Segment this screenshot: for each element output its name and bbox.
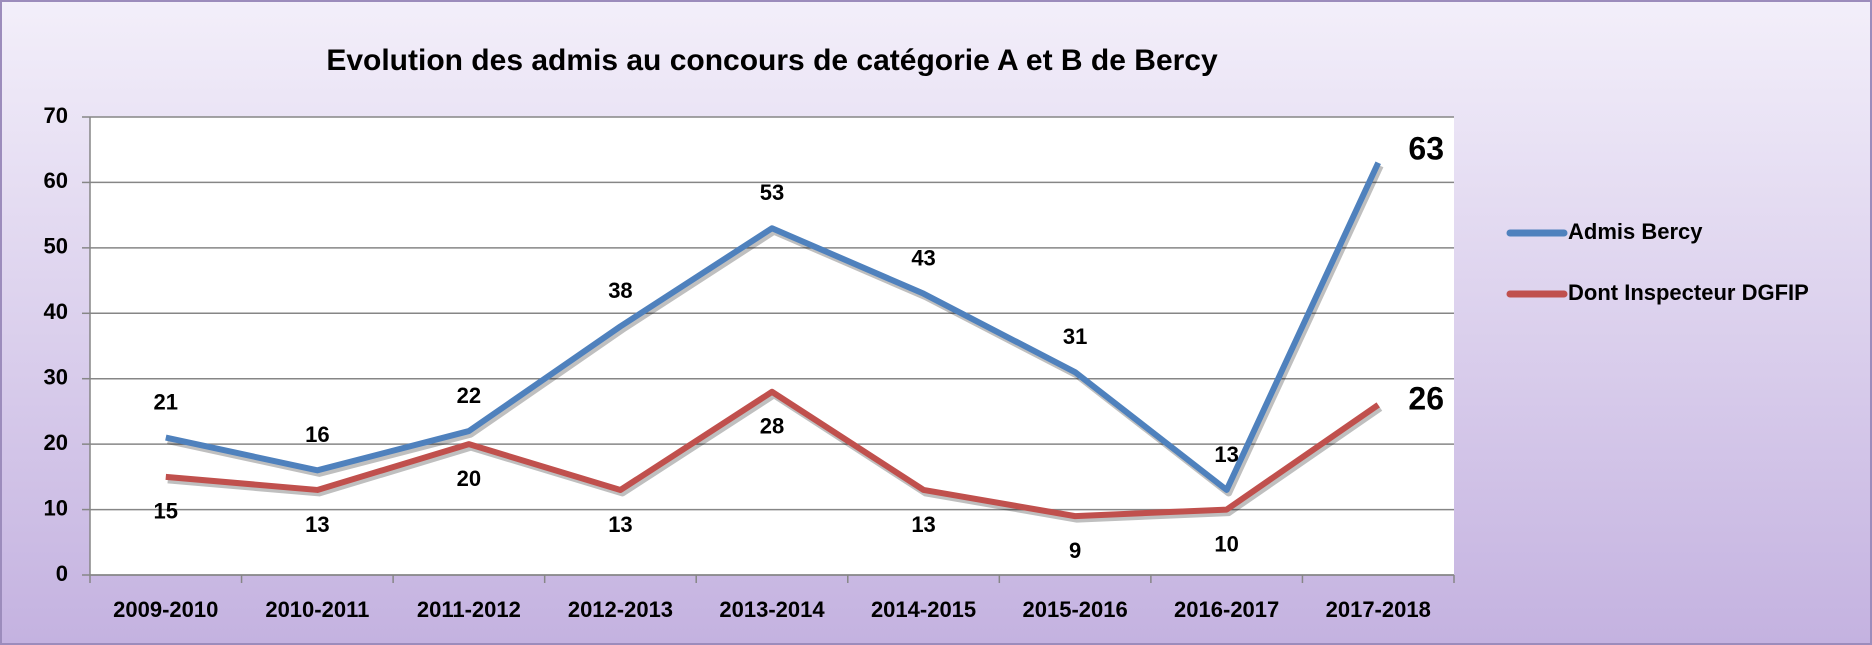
- legend-label: Dont Inspecteur DGFIP: [1568, 280, 1809, 305]
- data-label: 10: [1214, 531, 1238, 556]
- x-tick-label: 2012-2013: [568, 597, 673, 622]
- data-label: 20: [457, 466, 481, 491]
- data-label: 26: [1408, 380, 1444, 416]
- x-tick-label: 2014-2015: [871, 597, 976, 622]
- data-label: 15: [154, 499, 178, 524]
- y-tick-label: 40: [44, 299, 68, 324]
- data-label: 63: [1408, 130, 1444, 166]
- data-label: 13: [911, 512, 935, 537]
- plot-area: [90, 117, 1454, 575]
- x-tick-label: 2009-2010: [113, 597, 218, 622]
- data-label: 28: [760, 414, 784, 439]
- y-tick-label: 10: [44, 495, 68, 520]
- data-label: 38: [608, 278, 632, 303]
- data-label: 13: [608, 512, 632, 537]
- y-tick-label: 70: [44, 103, 68, 128]
- data-label: 21: [154, 389, 178, 414]
- x-tick-label: 2017-2018: [1326, 597, 1431, 622]
- chart-title: Evolution des admis au concours de catég…: [326, 44, 1218, 77]
- y-tick-label: 60: [44, 168, 68, 193]
- y-tick-label: 0: [56, 561, 68, 586]
- data-label: 16: [305, 422, 329, 447]
- series-line: [165, 388, 1380, 520]
- x-tick-label: 2016-2017: [1174, 597, 1279, 622]
- data-label: 43: [911, 245, 935, 270]
- data-label: 13: [1214, 442, 1238, 467]
- x-tick-label: 2011-2012: [417, 597, 521, 622]
- series-line: [165, 161, 1381, 493]
- x-tick-label: 2015-2016: [1023, 597, 1128, 622]
- x-tick-label: 2013-2014: [719, 597, 825, 622]
- data-label: 31: [1063, 324, 1087, 349]
- data-label: 22: [457, 383, 481, 408]
- x-tick-label: 2010-2011: [265, 597, 369, 622]
- data-label: 9: [1069, 538, 1081, 563]
- legend-label: Admis Bercy: [1568, 219, 1703, 244]
- data-label: 53: [760, 180, 784, 205]
- y-tick-label: 30: [44, 365, 68, 390]
- data-label: 13: [305, 512, 329, 537]
- y-tick-label: 20: [44, 430, 68, 455]
- y-tick-label: 50: [44, 234, 68, 259]
